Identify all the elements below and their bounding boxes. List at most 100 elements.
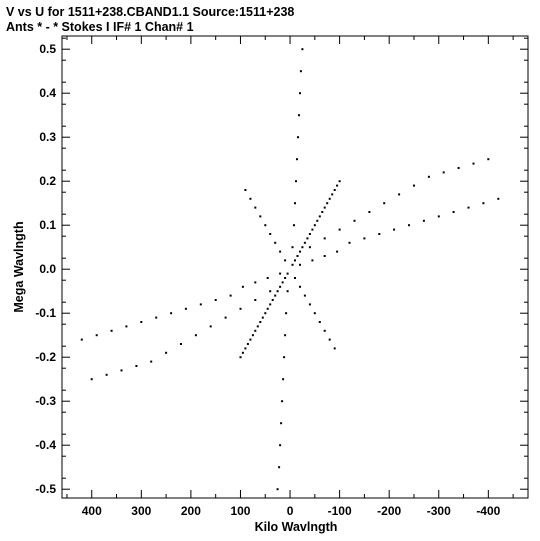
x-tick-label: 100 — [230, 504, 250, 518]
data-point — [336, 184, 339, 187]
data-point — [120, 369, 123, 372]
data-point — [269, 290, 272, 293]
data-point — [393, 228, 396, 231]
data-point — [291, 263, 294, 266]
data-point — [249, 197, 252, 200]
data-point — [328, 197, 331, 200]
data-point — [303, 241, 306, 244]
x-tick-label: -100 — [328, 504, 352, 518]
data-point — [286, 290, 289, 293]
data-point — [249, 338, 252, 341]
data-point — [284, 259, 287, 262]
data-point — [323, 237, 326, 240]
data-point — [383, 202, 386, 205]
data-point — [271, 299, 274, 301]
data-point — [110, 329, 113, 332]
data-point — [80, 338, 83, 341]
data-point — [308, 233, 311, 235]
data-point — [279, 250, 282, 253]
data-point — [269, 303, 272, 306]
data-point — [328, 338, 331, 341]
y-tick-label: 0.4 — [39, 86, 56, 100]
data-point — [241, 351, 244, 354]
data-point — [254, 299, 257, 301]
data-point — [467, 206, 470, 209]
data-point — [239, 307, 242, 310]
data-point — [398, 193, 401, 196]
data-point — [105, 373, 108, 376]
data-point — [295, 180, 297, 183]
y-axis-label: Mega Wavlngth — [12, 221, 26, 312]
data-point — [254, 281, 257, 284]
data-point — [150, 360, 153, 363]
data-point — [497, 197, 500, 200]
data-point — [299, 92, 301, 95]
data-point — [296, 158, 298, 161]
data-point — [199, 303, 202, 306]
data-point — [299, 263, 301, 266]
data-point — [214, 299, 217, 301]
data-point — [323, 206, 326, 209]
y-tick-label: 0.2 — [39, 174, 56, 188]
x-tick-label: 200 — [181, 504, 201, 518]
data-point — [269, 233, 272, 235]
data-point — [282, 378, 285, 381]
x-tick-label: -400 — [476, 504, 500, 518]
x-tick-label: 300 — [131, 504, 151, 518]
data-point — [311, 228, 314, 231]
data-point — [368, 211, 371, 213]
data-point — [170, 312, 173, 315]
data-point — [299, 285, 301, 288]
data-point — [318, 321, 321, 323]
data-point — [308, 303, 311, 306]
data-point — [254, 329, 257, 332]
plot-subtitle: Ants * - * Stokes I IF# 1 Chan# 1 — [6, 20, 194, 34]
x-axis-label: Kilo Wavlngth — [255, 520, 338, 534]
y-tick-label: -0.3 — [35, 394, 56, 408]
data-point — [318, 215, 321, 218]
data-point — [125, 325, 128, 328]
data-point — [276, 488, 279, 491]
data-point — [321, 211, 324, 213]
data-point — [264, 312, 267, 315]
data-point — [244, 189, 247, 191]
data-point — [266, 277, 269, 279]
data-point — [229, 294, 232, 297]
data-point — [266, 307, 269, 310]
data-point — [276, 290, 279, 293]
data-point — [261, 316, 264, 319]
data-point — [254, 206, 257, 209]
data-point — [286, 272, 289, 275]
data-point — [194, 334, 197, 337]
data-point — [279, 272, 282, 275]
data-point — [482, 202, 485, 205]
data-point — [241, 285, 244, 288]
data-point — [283, 356, 286, 359]
data-point — [278, 466, 281, 469]
data-point — [294, 259, 296, 262]
data-point — [259, 321, 262, 323]
data-point — [299, 70, 302, 73]
data-point — [437, 215, 440, 218]
data-point — [333, 189, 336, 191]
data-point — [246, 343, 249, 345]
data-point — [306, 237, 309, 240]
data-point — [135, 365, 138, 367]
data-point — [274, 241, 277, 244]
x-tick-label: -300 — [427, 504, 451, 518]
data-point — [281, 281, 284, 284]
data-point — [180, 343, 182, 345]
data-point — [326, 202, 329, 205]
data-point — [301, 246, 304, 249]
data-point — [285, 312, 288, 315]
data-point — [331, 193, 334, 196]
data-point — [281, 400, 284, 403]
y-tick-label: 0.3 — [39, 130, 56, 144]
data-point — [140, 321, 143, 323]
y-tick-label: 0.1 — [39, 218, 56, 232]
data-point — [279, 444, 282, 447]
data-point — [303, 294, 306, 297]
data-point — [301, 48, 304, 51]
data-point — [90, 378, 93, 381]
y-tick-label: -0.5 — [35, 482, 56, 496]
